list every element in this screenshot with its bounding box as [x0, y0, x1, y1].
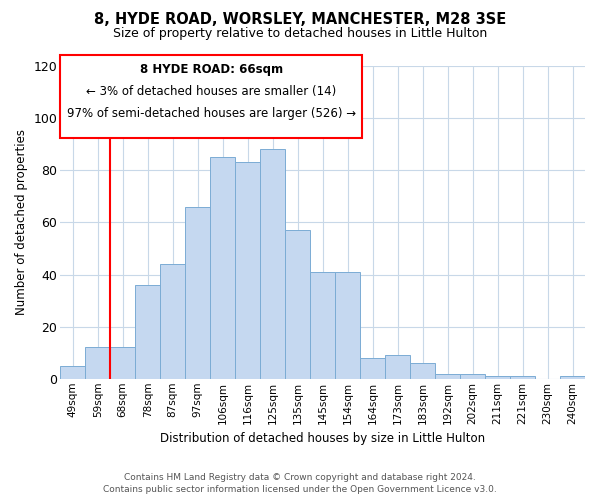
- Bar: [110, 348, 135, 379]
- Text: 97% of semi-detached houses are larger (526) →: 97% of semi-detached houses are larger (…: [67, 106, 356, 120]
- Bar: [410, 363, 435, 379]
- Bar: [60, 366, 85, 379]
- Text: Size of property relative to detached houses in Little Hulton: Size of property relative to detached ho…: [113, 28, 487, 40]
- Bar: [235, 162, 260, 379]
- FancyBboxPatch shape: [60, 55, 362, 138]
- Text: Contains HM Land Registry data © Crown copyright and database right 2024.
Contai: Contains HM Land Registry data © Crown c…: [103, 472, 497, 494]
- Text: 8, HYDE ROAD, WORSLEY, MANCHESTER, M28 3SE: 8, HYDE ROAD, WORSLEY, MANCHESTER, M28 3…: [94, 12, 506, 28]
- Bar: [185, 206, 210, 379]
- Bar: [360, 358, 385, 379]
- X-axis label: Distribution of detached houses by size in Little Hulton: Distribution of detached houses by size …: [160, 432, 485, 445]
- Bar: [285, 230, 310, 379]
- Y-axis label: Number of detached properties: Number of detached properties: [15, 130, 28, 316]
- Bar: [435, 374, 460, 379]
- Bar: [260, 150, 285, 379]
- Bar: [485, 376, 510, 379]
- Bar: [85, 348, 110, 379]
- Text: ← 3% of detached houses are smaller (14): ← 3% of detached houses are smaller (14): [86, 84, 336, 98]
- Bar: [385, 356, 410, 379]
- Bar: [135, 285, 160, 379]
- Bar: [160, 264, 185, 379]
- Bar: [335, 272, 360, 379]
- Bar: [560, 376, 585, 379]
- Bar: [510, 376, 535, 379]
- Bar: [460, 374, 485, 379]
- Bar: [210, 157, 235, 379]
- Text: 8 HYDE ROAD: 66sqm: 8 HYDE ROAD: 66sqm: [140, 63, 283, 76]
- Bar: [310, 272, 335, 379]
